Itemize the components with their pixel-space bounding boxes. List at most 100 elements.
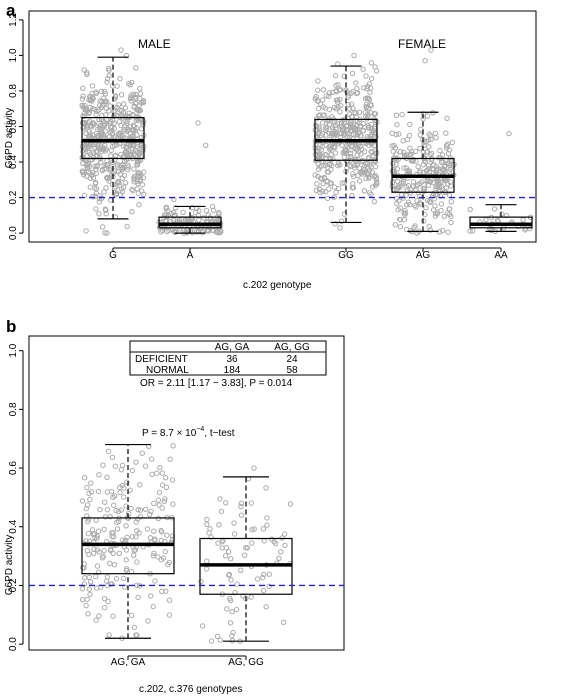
data-point: [332, 144, 338, 151]
data-point: [364, 171, 370, 177]
data-point: [133, 65, 139, 71]
data-point: [170, 443, 176, 449]
y-tick-label: 0.2: [8, 190, 19, 204]
box-iqr: [469, 216, 533, 229]
data-point: [218, 508, 225, 515]
data-point: [111, 562, 118, 568]
data-point: [90, 194, 96, 200]
data-point: [350, 105, 356, 112]
data-point: [422, 58, 428, 64]
data-point: [87, 496, 93, 503]
data-point: [503, 212, 510, 219]
data-point: [105, 65, 112, 72]
data-point: [115, 178, 121, 185]
data-point: [226, 571, 233, 578]
data-point: [163, 484, 170, 490]
data-point: [196, 217, 202, 223]
data-point: [152, 578, 158, 584]
data-point: [94, 130, 100, 137]
data-point: [313, 133, 320, 140]
data-point: [440, 227, 446, 234]
data-point: [281, 531, 288, 537]
table-row-label: NORMAL: [146, 365, 189, 376]
data-point: [351, 52, 357, 59]
data-point: [390, 160, 396, 167]
data-point: [80, 125, 86, 131]
contingency-table: AG, GA AG, GG DEFICIENT 36 24 NORMAL 184…: [129, 340, 327, 389]
plot-frame: [28, 335, 345, 651]
data-point: [391, 142, 397, 149]
data-point: [321, 175, 328, 181]
ttest-suffix: , t−test: [204, 428, 235, 439]
data-point: [445, 229, 451, 235]
data-point: [130, 133, 136, 139]
data-point: [131, 624, 138, 631]
data-point: [167, 456, 173, 462]
data-point: [197, 225, 204, 232]
table-border: [129, 340, 327, 376]
data-point: [162, 475, 169, 481]
data-point: [447, 162, 453, 169]
data-point: [358, 123, 364, 130]
data-point: [95, 528, 102, 534]
data-point: [371, 110, 377, 117]
data-point: [156, 502, 162, 508]
x-tick-label: AG, GA: [111, 657, 146, 668]
data-point: [413, 183, 419, 189]
data-point: [218, 228, 224, 235]
data-point: [437, 188, 443, 195]
data-point: [159, 482, 166, 488]
data-point: [263, 485, 269, 491]
data-point: [154, 470, 160, 476]
data-point: [115, 508, 122, 515]
data-point: [129, 186, 135, 193]
data-point: [318, 132, 325, 139]
data-point: [150, 603, 156, 610]
data-point: [421, 139, 427, 145]
data-point: [131, 166, 137, 172]
data-point: [369, 129, 375, 135]
data-point: [109, 454, 116, 461]
data-point: [226, 572, 232, 578]
data-point: [418, 126, 424, 132]
x-tick-label: AA: [494, 250, 508, 261]
data-point: [126, 113, 133, 120]
data-point: [101, 189, 107, 195]
data-point: [107, 103, 113, 109]
data-point: [338, 103, 344, 109]
data-point: [248, 500, 255, 506]
data-point: [134, 528, 140, 534]
data-point: [151, 550, 157, 556]
y-tick-label: 1.2: [8, 12, 19, 26]
data-point: [137, 514, 144, 520]
panel-b-chart: 0.0 0.2 0.4 0.6 0.8 1.0 AG, GA AG, GG: [8, 335, 345, 668]
data-point: [403, 165, 409, 171]
data-point: [394, 122, 400, 128]
data-point: [121, 154, 127, 160]
data-point: [138, 147, 144, 153]
data-point: [261, 571, 267, 578]
data-point: [204, 516, 210, 523]
data-point: [228, 556, 234, 562]
data-point: [101, 526, 107, 533]
data-point: [413, 148, 419, 155]
data-point: [229, 633, 235, 639]
data-point: [159, 505, 165, 511]
data-point: [332, 221, 338, 227]
data-point: [230, 629, 236, 636]
data-point: [145, 618, 151, 624]
data-point: [84, 548, 91, 554]
data-point: [123, 523, 129, 529]
data-point: [124, 479, 130, 485]
data-point: [120, 110, 127, 116]
data-point: [334, 120, 340, 126]
data-point: [448, 219, 454, 226]
data-point: [117, 76, 123, 82]
data-point: [151, 500, 157, 507]
data-point: [119, 175, 126, 182]
data-point: [372, 172, 378, 179]
data-point: [114, 163, 120, 169]
data-point: [227, 597, 234, 604]
data-point: [360, 128, 366, 134]
data-point: [390, 148, 396, 155]
